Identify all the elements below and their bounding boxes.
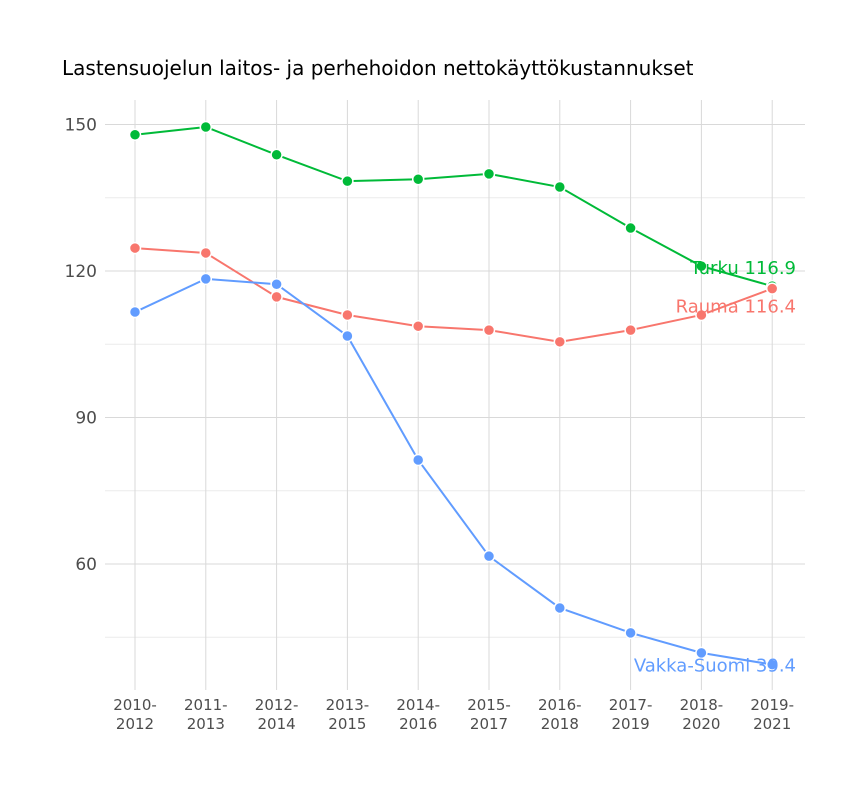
series-line-vakka-suomi: [134, 277, 773, 666]
data-point: [765, 282, 779, 295]
data-point: [199, 272, 213, 286]
data-point: [624, 221, 637, 235]
data-point: [270, 290, 283, 304]
x-tick-label: 2017-2019: [609, 696, 653, 733]
y-tick-label: 150: [65, 116, 97, 136]
data-point: [411, 172, 425, 186]
data-point: [695, 308, 708, 322]
series-line-rauma: [134, 247, 773, 343]
x-tick-label: 2015-2017: [467, 696, 511, 733]
data-point: [341, 308, 354, 322]
data-point: [553, 601, 567, 615]
x-tick-label: 2013-2015: [326, 696, 370, 733]
data-point: [482, 549, 496, 563]
x-tick-label: 2016-2018: [538, 696, 582, 733]
y-tick-label: 90: [75, 409, 97, 429]
data-point: [128, 305, 142, 319]
data-point: [199, 120, 213, 134]
end-label-vakka-suomi: Vakka-Suomi 39.4: [634, 656, 796, 677]
data-point: [624, 626, 637, 640]
data-point: [482, 323, 496, 337]
series-line-turku: [134, 125, 773, 288]
data-point: [624, 323, 637, 337]
data-point: [128, 128, 142, 142]
data-point: [411, 453, 425, 467]
data-point: [695, 259, 708, 273]
data-point: [270, 148, 283, 162]
x-tick-label: 2012-2014: [255, 696, 299, 733]
data-point: [341, 329, 354, 343]
data-point: [553, 180, 567, 194]
data-point: [695, 646, 708, 660]
y-tick-label: 120: [65, 262, 97, 282]
y-tick-label: 60: [75, 555, 97, 575]
data-point: [482, 167, 496, 181]
x-tick-label: 2011-2013: [184, 696, 228, 733]
end-label-rauma: Rauma 116.4: [676, 297, 796, 318]
x-tick-label: 2014-2016: [396, 696, 440, 733]
data-point: [553, 335, 567, 349]
data-point: [411, 319, 425, 333]
x-tick-label: 2019-2021: [750, 696, 794, 733]
chart-title: Lastensuojelun laitos- ja perhehoidon ne…: [62, 56, 694, 80]
x-tick-label: 2010-2012: [113, 696, 157, 733]
end-label-turku: Turku 116.9: [689, 258, 796, 279]
data-point: [128, 241, 142, 255]
x-tick-label: 2018-2020: [680, 696, 724, 733]
data-point: [270, 277, 283, 291]
data-point: [765, 658, 779, 671]
data-point: [341, 174, 354, 188]
data-point: [199, 246, 213, 260]
